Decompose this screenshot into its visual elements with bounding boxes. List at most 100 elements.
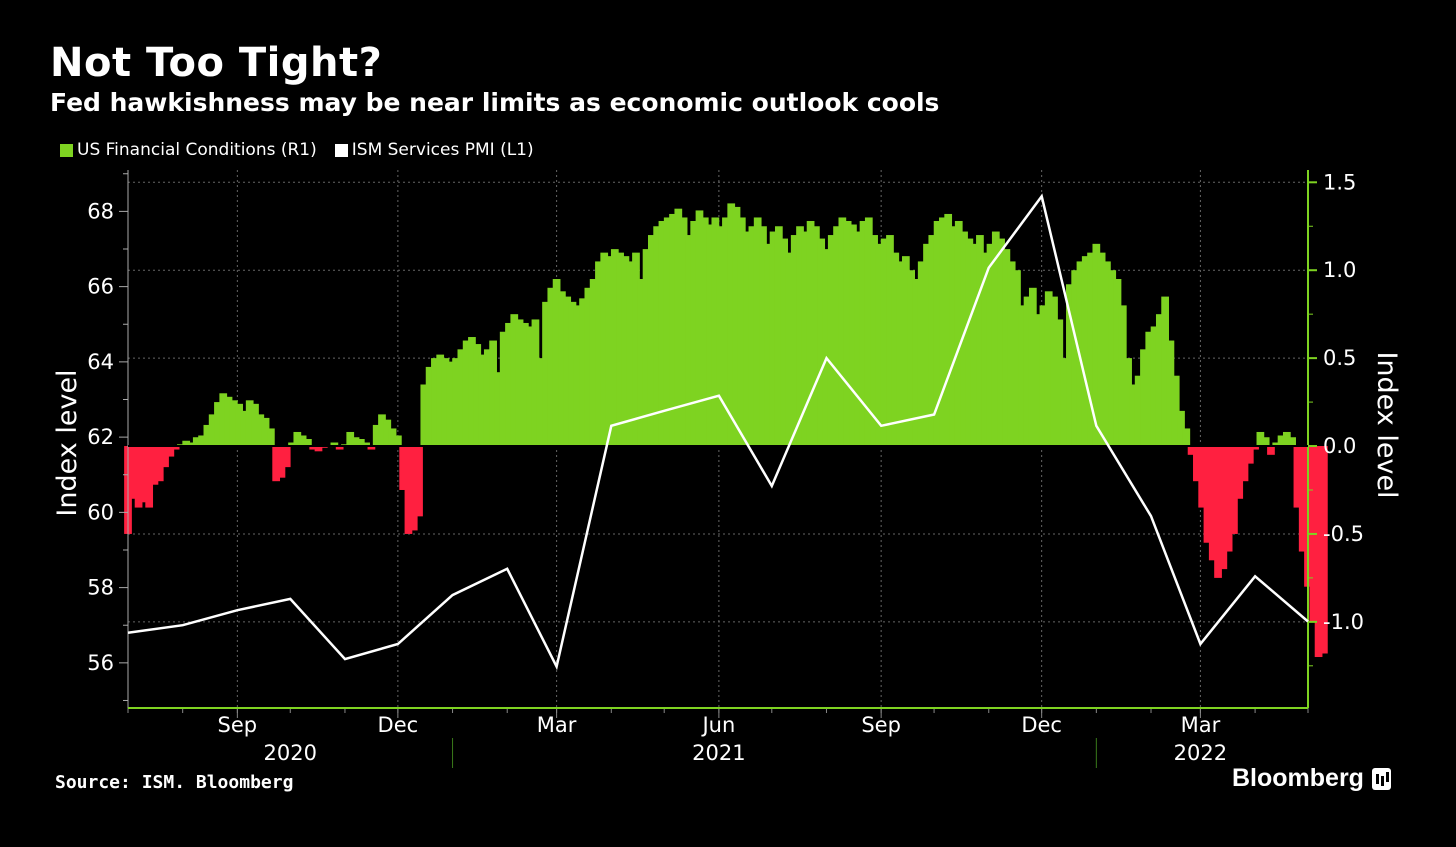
- bar-financial-conditions: [817, 238, 826, 447]
- bar-financial-conditions: [711, 217, 720, 447]
- bar-financial-conditions: [706, 224, 714, 447]
- bar-financial-conditions: [219, 393, 228, 447]
- bar-financial-conditions: [785, 252, 794, 447]
- bar-financial-conditions: [166, 446, 175, 457]
- x-year-label: 2022: [1174, 741, 1227, 765]
- bar-financial-conditions: [1044, 291, 1053, 447]
- bar-financial-conditions: [917, 261, 926, 447]
- left-tick-label: 56: [87, 651, 114, 675]
- bar-financial-conditions: [478, 354, 487, 447]
- bar-financial-conditions: [769, 231, 778, 447]
- bar-financial-conditions: [864, 217, 873, 447]
- bar-financial-conditions: [944, 213, 953, 447]
- bar-financial-conditions: [621, 256, 630, 447]
- right-tick-label: -1.0: [1323, 610, 1364, 634]
- bar-financial-conditions: [267, 428, 275, 447]
- bar-financial-conditions: [1145, 331, 1154, 447]
- legend-swatch-green: [60, 143, 73, 157]
- bar-financial-conditions: [356, 439, 365, 447]
- bar-financial-conditions: [187, 442, 196, 447]
- bar-financial-conditions: [732, 206, 741, 447]
- right-tick-label: 1.5: [1323, 170, 1356, 194]
- bar-financial-conditions: [1203, 446, 1212, 543]
- bar-financial-conditions: [229, 400, 238, 447]
- bar-financial-conditions: [642, 249, 651, 447]
- bar-financial-conditions: [134, 446, 143, 508]
- bar-financial-conditions: [954, 220, 963, 447]
- bar-financial-conditions: [827, 235, 836, 447]
- x-year-label: 2021: [692, 741, 745, 765]
- bar-financial-conditions: [854, 231, 863, 447]
- bar-financial-conditions: [626, 261, 635, 447]
- bar-financial-conditions: [277, 446, 286, 478]
- bar-financial-conditions: [483, 349, 492, 447]
- bar-financial-conditions: [489, 340, 497, 447]
- bar-financial-conditions: [780, 238, 789, 447]
- bar-financial-conditions: [1055, 319, 1064, 447]
- bar-financial-conditions: [536, 358, 545, 447]
- bar-financial-conditions: [722, 217, 730, 447]
- bar-financial-conditions: [1103, 261, 1111, 447]
- bar-financial-conditions: [1118, 305, 1127, 447]
- line-ism-services: [127, 193, 1309, 671]
- bar-financial-conditions: [600, 252, 609, 447]
- bar-financial-conditions: [653, 226, 662, 447]
- bar-financial-conditions: [923, 243, 931, 447]
- bar-financial-conditions: [240, 410, 249, 447]
- bar-financial-conditions: [833, 226, 841, 447]
- bar-financial-conditions: [901, 256, 910, 447]
- bar-financial-conditions: [468, 337, 476, 447]
- bar-financial-conditions: [150, 446, 159, 485]
- bar-financial-conditions: [843, 220, 852, 447]
- bar-financial-conditions: [515, 319, 524, 447]
- axis-labels: -1.0 -0.5 0.0 0.5 1.0 1.5 Sep Dec Mar Jun Sep Dec Ma…: [52, 170, 1402, 765]
- bar-financial-conditions: [605, 256, 614, 447]
- bar-financial-conditions: [1208, 446, 1217, 561]
- bar-financial-conditions: [674, 208, 683, 447]
- bar-financial-conditions: [1023, 296, 1032, 447]
- bar-financial-conditions: [1081, 256, 1090, 447]
- bar-financial-conditions: [981, 252, 990, 447]
- left-axis-title: Index level: [52, 369, 83, 516]
- x-tick-label: Dec: [1021, 713, 1062, 737]
- bar-financial-conditions: [198, 435, 206, 447]
- bar-financial-conditions: [875, 243, 884, 447]
- bar-financial-conditions: [436, 354, 445, 447]
- bar-financial-conditions: [1245, 446, 1254, 464]
- bar-financial-conditions: [394, 435, 402, 447]
- bar-financial-conditions: [838, 217, 847, 447]
- x-tick-label: Sep: [861, 713, 901, 737]
- bar-financial-conditions: [1155, 314, 1164, 447]
- left-tick-label: 60: [87, 500, 114, 524]
- bar-financial-conditions: [1224, 446, 1233, 552]
- bar-financial-conditions: [907, 270, 916, 447]
- bar-financial-conditions: [1129, 384, 1138, 447]
- bar-financial-conditions: [1076, 261, 1085, 447]
- bar-financial-conditions: [288, 442, 296, 447]
- bar-financial-conditions: [520, 322, 529, 447]
- bar-financial-conditions: [796, 226, 804, 447]
- bar-financial-conditions: [748, 226, 757, 447]
- brand-text: Bloomberg: [1232, 764, 1364, 792]
- bar-financial-conditions: [140, 446, 148, 503]
- bar-financial-conditions: [552, 279, 561, 447]
- bar-financial-conditions: [235, 403, 243, 447]
- bar-financial-conditions: [1320, 446, 1328, 654]
- bar-financial-conditions: [1034, 314, 1042, 447]
- x-year-label: 2020: [264, 741, 317, 765]
- bar-financial-conditions: [695, 210, 704, 447]
- bar-financial-conditions: [510, 314, 519, 447]
- bar-financial-conditions: [690, 220, 699, 447]
- bar-financial-conditions: [346, 431, 355, 447]
- bar-financial-conditions: [812, 226, 820, 447]
- bar-financial-conditions: [774, 226, 783, 447]
- bar-financial-conditions: [822, 249, 831, 447]
- bar-financial-conditions: [293, 431, 302, 447]
- bar-financial-conditions: [679, 217, 688, 447]
- bar-financial-conditions: [589, 279, 598, 447]
- bar-financial-conditions: [759, 226, 767, 447]
- bar-financial-conditions: [880, 238, 889, 447]
- bar-financial-conditions: [1282, 431, 1291, 447]
- right-tick-label: 1.0: [1323, 258, 1356, 282]
- bar-financial-conditions: [637, 279, 646, 447]
